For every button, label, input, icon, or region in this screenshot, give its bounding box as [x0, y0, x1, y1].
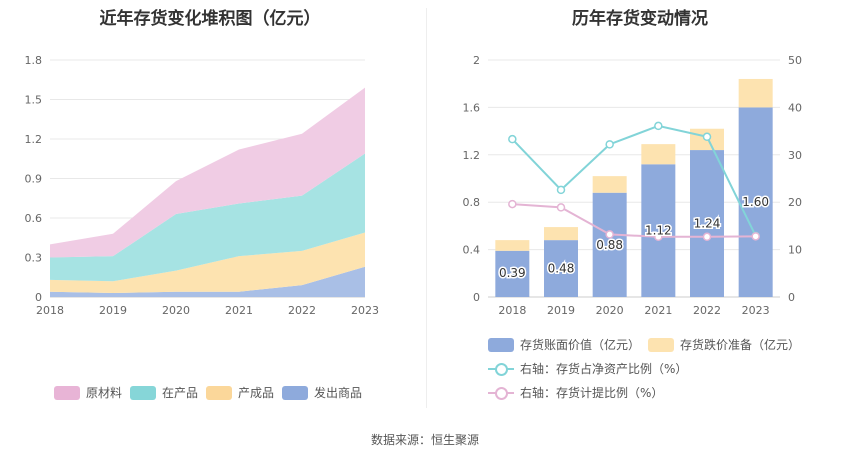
line-point: [702, 232, 712, 242]
right-legend-bar-1[interactable]: 存货跌价准备（亿元）: [648, 336, 800, 353]
bar-book-value: [592, 192, 627, 297]
right-chart-title: 历年存货变动情况: [572, 9, 708, 29]
y-tick-label: 0: [35, 291, 42, 304]
bar-book-value: [641, 164, 676, 297]
y-left-tick-label: 0.8: [463, 196, 481, 209]
area-series-原材料: [50, 87, 365, 258]
left-legend-item-2[interactable]: 产成品: [206, 384, 274, 401]
right-legend-line-0[interactable]: 右轴：存货占净资产比例（%）: [488, 360, 687, 377]
data-source-note: 数据来源：恒生聚源: [370, 433, 479, 447]
bar-impairment: [592, 176, 627, 193]
y-right-tick-label: 30: [788, 149, 802, 162]
line-point: [654, 121, 663, 131]
y-tick-label: 0.3: [25, 252, 43, 265]
area-series-发出商品: [50, 266, 365, 297]
legend-line-key: [488, 362, 514, 376]
y-left-tick-label: 1.2: [463, 149, 481, 162]
legend-swatch: [206, 385, 232, 400]
legend-swatch: [488, 337, 514, 352]
line-series: [511, 124, 757, 237]
legend-line-key: [488, 386, 514, 400]
line-point: [605, 230, 614, 239]
y-right-tick-label: 40: [788, 101, 802, 114]
bar-data-label: 0.48: [548, 262, 575, 276]
bar-impairment: [544, 227, 578, 241]
legend-label: 发出商品: [314, 386, 363, 400]
legend-label: 右轴：存货占净资产比例（%）: [520, 362, 688, 376]
left-legend-item-0[interactable]: 原材料: [54, 384, 122, 401]
x-tick-label: 2022: [288, 304, 316, 317]
x-tick-label: 2020: [596, 304, 624, 317]
y-tick-label: 1.8: [25, 54, 43, 67]
y-tick-label: 1.2: [25, 133, 43, 146]
legend-label: 存货跌价准备（亿元）: [680, 338, 801, 352]
bar-data-label: 1.60: [742, 195, 769, 209]
x-tick-label: 2018: [498, 304, 526, 317]
bar-impairment: [738, 78, 773, 108]
bar-book-value: [690, 150, 724, 297]
bar-impairment: [641, 144, 676, 165]
bar-book-value: [544, 240, 578, 297]
y-left-tick-label: 0: [473, 291, 480, 304]
x-tick-label: 2019: [547, 304, 575, 317]
line-point: [508, 199, 517, 209]
x-tick-label: 2021: [644, 304, 672, 317]
line-point: [556, 185, 566, 195]
legend-label: 产成品: [238, 386, 275, 400]
line-point: [605, 140, 614, 149]
left-legend-item-1[interactable]: 在产品: [130, 384, 198, 401]
line-point: [654, 232, 663, 242]
legend-swatch: [282, 385, 308, 400]
panel-divider: [426, 8, 427, 408]
line-point: [556, 203, 566, 212]
line-series: [512, 203, 756, 238]
left-stacked-area-chart: 0 0.3 0.6 0.9 1.2 1.5 1.8 2018 2019 2020 2021 2022 2…: [25, 54, 380, 317]
bar-data-label: 0.39: [499, 266, 526, 280]
line-point: [508, 134, 517, 144]
line-point: [702, 132, 712, 142]
bar-book-value: [495, 250, 530, 297]
x-tick-label: 2023: [351, 304, 379, 317]
y-tick-label: 0.9: [25, 173, 43, 186]
y-left-tick-label: 1.6: [463, 101, 481, 114]
x-tick-label: 2019: [99, 304, 127, 317]
bar-impairment: [495, 240, 530, 251]
y-left-tick-label: 2: [473, 54, 480, 67]
x-tick-label: 2021: [225, 304, 253, 317]
left-legend-item-3[interactable]: 发出商品: [282, 384, 362, 401]
line-point: [751, 232, 760, 241]
right-legend-line-1[interactable]: 右轴：存货计提比例（%）: [488, 384, 663, 401]
y-right-tick-label: 20: [788, 196, 802, 209]
y-right-tick-label: 10: [788, 244, 802, 257]
legend-label: 存货账面价值（亿元）: [520, 338, 641, 352]
x-tick-label: 2018: [36, 304, 64, 317]
right-legend-bar-0[interactable]: 存货账面价值（亿元）: [488, 336, 640, 353]
legend-swatch: [648, 337, 674, 352]
y-left-tick-label: 0.4: [463, 244, 481, 257]
legend-swatch: [130, 385, 156, 400]
bar-data-label: 0.88: [596, 238, 623, 252]
legend-label: 右轴：存货计提比例（%）: [520, 386, 664, 400]
legend-label: 在产品: [162, 386, 199, 400]
y-tick-label: 1.5: [25, 94, 43, 107]
area-series-产成品: [50, 232, 365, 294]
y-tick-label: 0.6: [25, 212, 43, 225]
y-right-tick-label: 50: [788, 54, 802, 67]
y-right-tick-label: 0: [788, 291, 795, 304]
legend-label: 原材料: [86, 386, 123, 400]
x-tick-label: 2023: [742, 304, 770, 317]
x-tick-label: 2020: [162, 304, 190, 317]
x-tick-label: 2022: [693, 304, 721, 317]
area-series-在产品: [50, 153, 365, 282]
bar-data-label: 1.12: [645, 224, 672, 238]
legend-swatch: [54, 385, 80, 400]
left-chart-title: 近年存货变化堆积图（亿元）: [99, 9, 321, 29]
bar-data-label: 1.24: [694, 217, 721, 231]
bar-book-value: [738, 107, 773, 298]
